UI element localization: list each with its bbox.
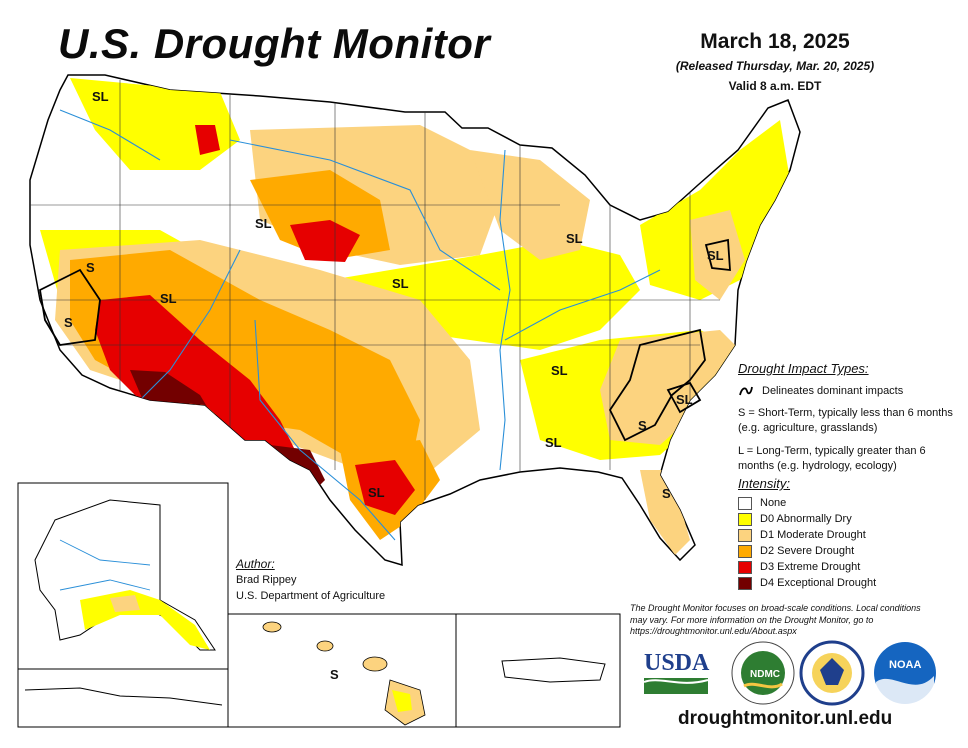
impact-types-legend: Drought Impact Types: Delineates dominan… <box>738 360 953 482</box>
impact-short-term-text: S = Short-Term, typically less than 6 mo… <box>738 407 953 435</box>
label-sl-kansas: SL <box>392 276 409 291</box>
colorado-river <box>139 249 241 401</box>
ndmc-logo-text: NDMC <box>750 669 780 680</box>
legend-swatch <box>738 544 752 558</box>
legend-row: D1 Moderate Drought <box>738 527 953 543</box>
label-sl-carolina: SL <box>676 392 693 407</box>
label-s-california-south: S <box>64 315 73 330</box>
impact-line-california <box>39 268 101 346</box>
legend-row: D3 Extreme Drought <box>738 559 953 575</box>
label-sl-alabama: SL <box>545 435 562 450</box>
author-heading: Author: <box>236 557 275 571</box>
label-sl-texas: SL <box>368 485 385 500</box>
legend-label: D4 Exceptional Drought <box>760 577 877 589</box>
usda-logo-text: USDA <box>644 650 710 676</box>
usda-logo: USDA <box>643 650 710 694</box>
label-sl-michigan: SL <box>566 231 583 246</box>
d3-region-texas <box>355 460 415 515</box>
legend-row: D4 Exceptional Drought <box>738 575 953 591</box>
label-s-hawaii: S <box>330 667 339 682</box>
impact-long-term-text: L = Long-Term, typically greater than 6 … <box>738 445 926 472</box>
mississippi-river <box>499 149 511 471</box>
legend-swatch <box>738 560 752 574</box>
impact-line-southeast <box>608 328 706 442</box>
d3-region-montana <box>195 125 220 155</box>
legend-label: D2 Severe Drought <box>760 545 855 557</box>
valid-time: Valid 8 a.m. EDT <box>728 79 822 93</box>
hawaii-kauai <box>262 621 282 633</box>
label-s-georgia: S <box>638 418 647 433</box>
missouri-river <box>229 139 501 291</box>
legend-label: D3 Extreme Drought <box>760 561 861 573</box>
impact-delineates-text: Delineates dominant impacts <box>762 384 904 397</box>
d3-region-wyoming <box>290 220 360 262</box>
noaa-logo-text: NOAA <box>889 659 921 671</box>
label-sl-tennessee: SL <box>551 363 568 378</box>
rio-grande <box>254 319 396 541</box>
columbia-river <box>59 109 161 161</box>
intensity-heading: Intensity: <box>738 476 791 491</box>
release-date: (Released Thursday, Mar. 20, 2025) <box>675 59 875 73</box>
author-name: Brad Rippey <box>236 574 297 587</box>
impact-line-northeast <box>704 238 731 272</box>
impact-types-heading: Drought Impact Types: <box>738 361 869 376</box>
legend-swatch <box>738 576 752 590</box>
legend-swatch <box>738 496 752 510</box>
author-block: Author: Brad Rippey U.S. Department of A… <box>236 556 385 605</box>
alaska-inset-frame <box>17 482 229 728</box>
legend-row: None <box>738 495 953 511</box>
impact-line-icon <box>739 386 753 396</box>
puerto-rico-island <box>501 657 606 683</box>
legend-swatch <box>738 528 752 542</box>
hawaii-oahu <box>316 640 334 652</box>
legend-row: D0 Abnormally Dry <box>738 511 953 527</box>
label-sl-washington: SL <box>92 89 109 104</box>
intensity-legend: Intensity: None D0 Abnormally Dry D1 Mod… <box>738 476 953 591</box>
puerto-rico-inset-frame <box>455 613 621 728</box>
d1-region-mid-atlantic <box>690 210 745 300</box>
noaa-logo: NOAA <box>874 642 936 704</box>
d0-region-northwest <box>70 78 240 170</box>
legend-swatch <box>738 512 752 526</box>
hawaii-maui <box>362 656 388 672</box>
d3-region-southwest <box>95 295 300 460</box>
alaska-d1-south <box>110 595 140 612</box>
legend-label: D1 Moderate Drought <box>760 529 866 541</box>
label-sl-wyoming: SL <box>255 216 272 231</box>
doc-seal-logo <box>799 640 865 706</box>
legend-label: None <box>760 497 787 509</box>
map-date: March 18, 2025 <box>700 30 850 53</box>
d1-region-carolinas <box>600 330 735 445</box>
legend-row: D2 Severe Drought <box>738 543 953 559</box>
page-title: U.S. Drought Monitor <box>58 20 491 67</box>
date-block: March 18, 2025 (Released Thursday, Mar. … <box>640 30 910 93</box>
label-sl-nevada: SL <box>160 291 177 306</box>
label-s-florida: S <box>662 486 671 501</box>
footer-note: The Drought Monitor focuses on broad-sca… <box>630 603 921 637</box>
ohio-river <box>504 269 661 341</box>
legend-label: D0 Abnormally Dry <box>760 513 852 525</box>
label-sl-new-jersey: SL <box>707 248 724 263</box>
site-url[interactable]: droughtmonitor.unl.edu <box>678 708 893 729</box>
d1-region-florida <box>640 470 690 555</box>
impact-line-carolina <box>666 381 702 414</box>
ndmc-logo: NDMC <box>731 641 795 705</box>
author-org: U.S. Department of Agriculture <box>236 590 386 603</box>
label-s-california-north: S <box>86 260 95 275</box>
agency-logos: USDA NDMC NOAA <box>643 640 936 706</box>
